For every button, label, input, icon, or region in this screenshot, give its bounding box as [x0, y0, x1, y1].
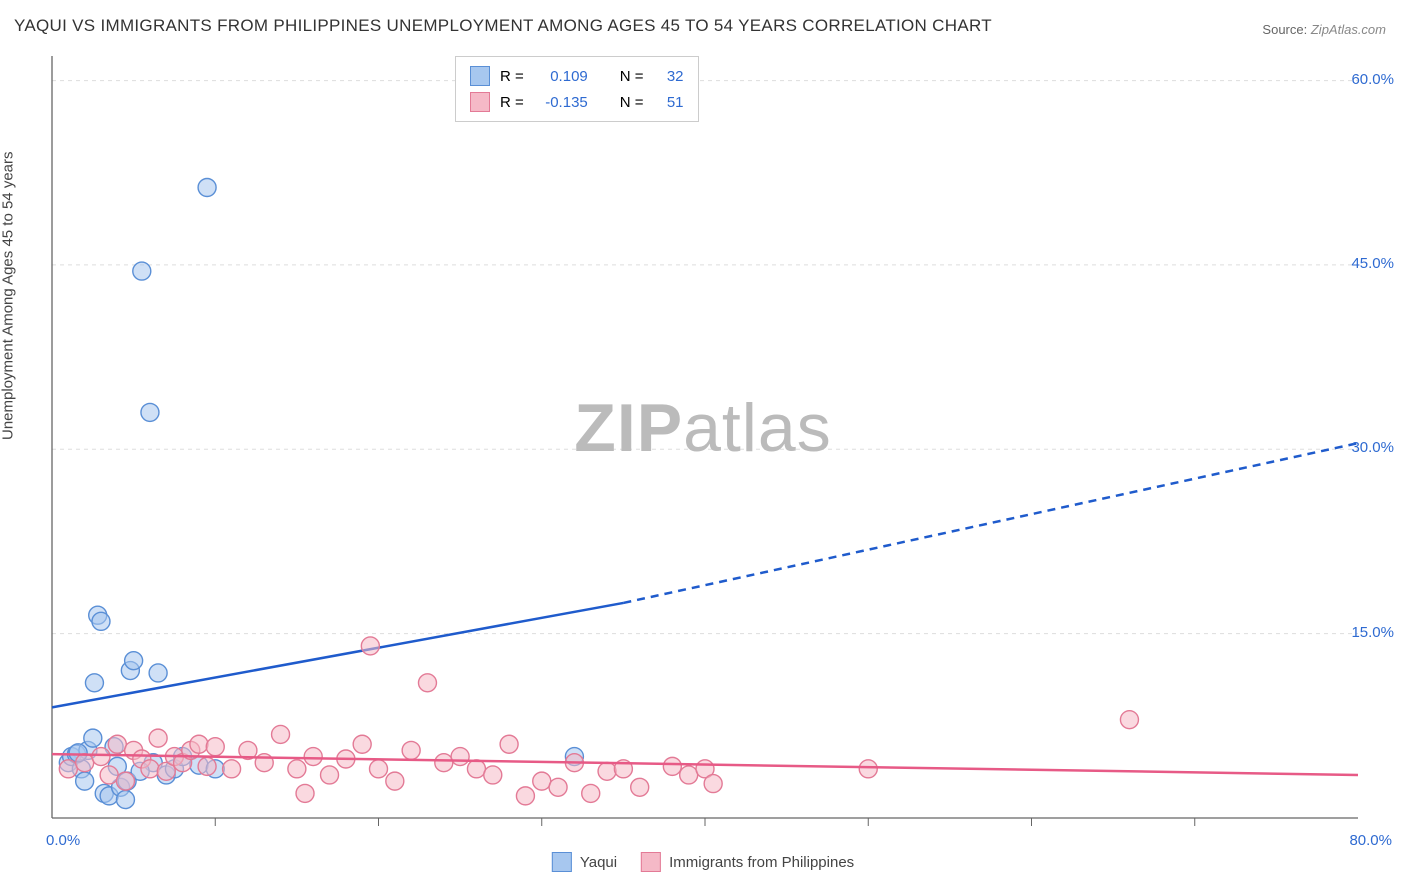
source-attribution: Source: ZipAtlas.com	[1262, 22, 1386, 37]
legend-item: Yaqui	[552, 852, 617, 872]
n-value: 32	[654, 68, 684, 85]
n-label: N =	[620, 94, 644, 111]
legend-swatch	[641, 852, 661, 872]
plot-svg	[48, 48, 1388, 868]
scatter-chart	[48, 48, 1388, 868]
legend-stats: R = 0.109 N = 32 R = -0.135 N = 51	[455, 56, 699, 122]
y-tick-label: 30.0%	[1351, 439, 1394, 456]
n-value: 51	[654, 94, 684, 111]
x-max-label: 80.0%	[1349, 832, 1392, 849]
source-label: Source:	[1262, 22, 1307, 37]
y-tick-label: 45.0%	[1351, 255, 1394, 272]
legend-label: Immigrants from Philippines	[669, 854, 854, 871]
legend-series: Yaqui Immigrants from Philippines	[552, 852, 854, 872]
r-label: R =	[500, 94, 524, 111]
legend-swatch	[470, 66, 490, 86]
legend-item: Immigrants from Philippines	[641, 852, 854, 872]
chart-title: YAQUI VS IMMIGRANTS FROM PHILIPPINES UNE…	[14, 16, 992, 36]
y-tick-label: 60.0%	[1351, 71, 1394, 88]
legend-stat-row: R = -0.135 N = 51	[470, 89, 684, 115]
legend-label: Yaqui	[580, 854, 617, 871]
y-tick-label: 15.0%	[1351, 624, 1394, 641]
r-value: 0.109	[534, 68, 588, 85]
n-label: N =	[620, 68, 644, 85]
source-value: ZipAtlas.com	[1311, 22, 1386, 37]
r-label: R =	[500, 68, 524, 85]
legend-swatch	[552, 852, 572, 872]
x-min-label: 0.0%	[46, 832, 80, 849]
r-value: -0.135	[534, 94, 588, 111]
legend-stat-row: R = 0.109 N = 32	[470, 63, 684, 89]
y-axis-label: Unemployment Among Ages 45 to 54 years	[0, 151, 17, 440]
legend-swatch	[470, 92, 490, 112]
